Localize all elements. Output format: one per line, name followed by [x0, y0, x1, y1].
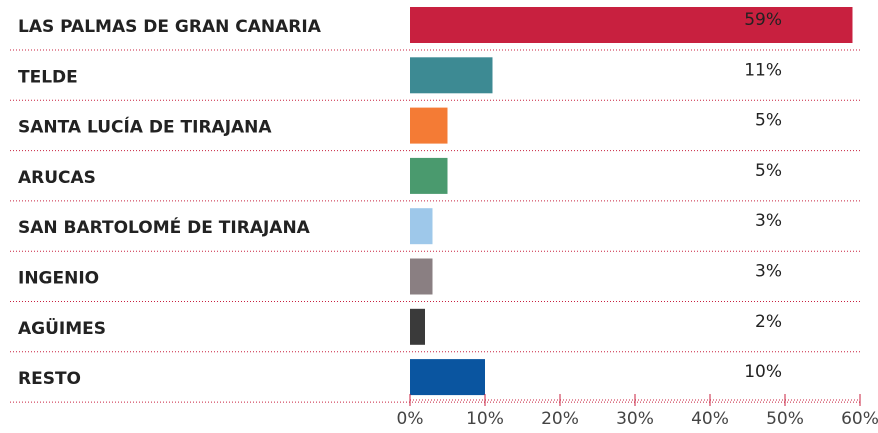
x-tick-label: 10%	[466, 409, 504, 429]
value-label: 3%	[755, 262, 782, 282]
bar	[410, 107, 448, 144]
bar	[410, 157, 448, 194]
bar	[410, 359, 485, 396]
bar	[410, 7, 853, 43]
bar	[410, 258, 433, 295]
value-label: 3%	[755, 211, 782, 231]
bar	[410, 308, 425, 345]
x-tick-label: 20%	[541, 409, 579, 429]
category-label: AGÜIMES	[18, 317, 106, 339]
bar	[410, 208, 433, 245]
bar	[410, 57, 493, 94]
value-label: 5%	[755, 111, 782, 131]
value-label: 2%	[755, 312, 782, 332]
x-tick-label: 60%	[841, 409, 878, 429]
x-tick-label: 0%	[397, 409, 424, 429]
x-tick-label: 30%	[616, 409, 654, 429]
category-label: LAS PALMAS DE GRAN CANARIA	[18, 17, 322, 37]
x-tick-label: 50%	[766, 409, 804, 429]
value-label: 5%	[755, 161, 782, 181]
category-label: SAN BARTOLOMÉ DE TIRAJANA	[18, 216, 311, 238]
category-label: SANTA LUCÍA DE TIRAJANA	[18, 116, 272, 138]
category-label: INGENIO	[18, 269, 99, 289]
category-label: ARUCAS	[18, 168, 96, 188]
value-label: 11%	[744, 60, 782, 80]
category-label: RESTO	[18, 369, 81, 389]
value-label: 59%	[744, 10, 782, 30]
x-tick-label: 40%	[691, 409, 729, 429]
category-label: TELDE	[18, 67, 78, 87]
value-label: 10%	[744, 362, 782, 382]
